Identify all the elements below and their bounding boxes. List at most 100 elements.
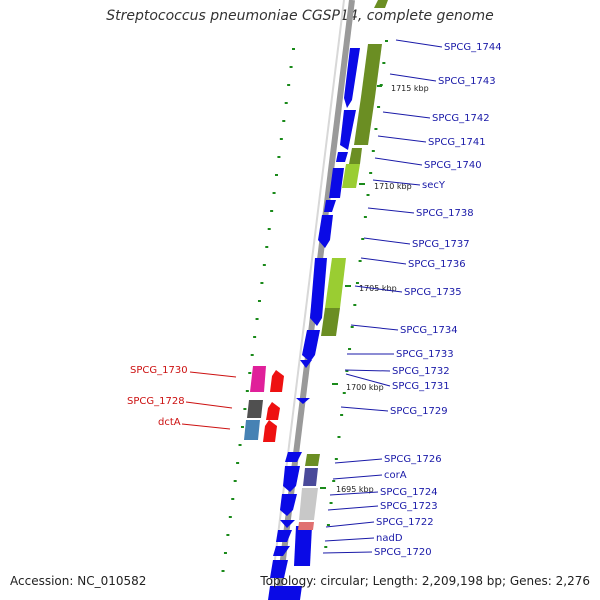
gc-dot	[369, 172, 373, 174]
cds-arrow[interactable]	[283, 466, 300, 492]
gc-dot	[223, 552, 227, 554]
cds-arrow[interactable]	[324, 200, 336, 212]
gene-label[interactable]: nadD	[376, 533, 403, 544]
gene-label[interactable]: SPCG_1722	[376, 517, 434, 528]
gene-label[interactable]: dctA	[158, 417, 181, 428]
cog-block-pink[interactable]	[298, 522, 314, 530]
gc-dot	[267, 228, 271, 230]
cog-block-lime[interactable]	[342, 164, 360, 188]
gene-label[interactable]: SPCG_1733	[396, 349, 454, 360]
cds-arrow[interactable]	[285, 452, 302, 462]
cds-arrow[interactable]	[296, 398, 310, 404]
gc-dot	[243, 408, 247, 410]
scale-label: 1700 kbp	[346, 383, 384, 392]
scale-label: 1710 kbp	[374, 182, 412, 191]
gc-dot	[287, 84, 291, 86]
gene-label[interactable]: SPCG_1740	[424, 160, 482, 171]
gene-label[interactable]: SPCG_1736	[408, 259, 466, 270]
gc-dot	[231, 498, 235, 500]
gc-dot	[366, 194, 370, 196]
gene-label[interactable]: SPCG_1744	[444, 42, 502, 53]
gc-dot	[279, 138, 283, 140]
gc-dot	[262, 264, 266, 266]
gene-label[interactable]: SPCG_1734	[400, 325, 458, 336]
gene-label[interactable]: SPCG_1743	[438, 76, 496, 87]
gene-label[interactable]: SPCG_1720	[374, 547, 432, 558]
rna-arrow[interactable]	[266, 402, 280, 420]
rna-arrow[interactable]	[270, 370, 284, 392]
gene-block-grey[interactable]	[247, 400, 263, 418]
map-title: Streptococcus pneumoniae CGSP14, complet…	[106, 8, 494, 24]
cds-arrow[interactable]	[294, 526, 312, 566]
outer-gene-labels: SPCG_1744 SPCG_1743 SPCG_1742 SPCG_1741 …	[374, 42, 502, 558]
gene-label[interactable]: SPCG_1730	[130, 365, 188, 376]
gc-dot	[250, 354, 254, 356]
cog-track	[298, 0, 388, 530]
cds-arrow[interactable]	[273, 546, 290, 556]
cog-block[interactable]	[349, 148, 362, 164]
accession-text: Accession: NC_010582	[10, 574, 147, 588]
gene-label[interactable]: SPCG_1728	[127, 396, 185, 407]
outer-label-lines	[322, 39, 443, 554]
gene-block-magenta[interactable]	[250, 366, 266, 392]
gene-label[interactable]: SPCG_1732	[392, 366, 450, 377]
cog-block[interactable]	[354, 97, 375, 145]
gc-dot	[355, 282, 359, 284]
cds-forward-track	[268, 48, 360, 600]
cds-arrow[interactable]	[270, 560, 288, 578]
cds-arrow[interactable]	[344, 48, 360, 108]
cds-arrow[interactable]	[340, 110, 356, 150]
gc-dot	[248, 372, 252, 374]
cds-arrow[interactable]	[300, 360, 312, 368]
gene-label[interactable]: SPCG_1724	[380, 487, 438, 498]
gc-dot	[236, 462, 240, 464]
cds-arrow[interactable]	[302, 330, 320, 362]
cds-arrow[interactable]	[280, 494, 297, 516]
cds-arrow[interactable]	[318, 215, 333, 248]
gene-label[interactable]: corA	[384, 470, 407, 481]
cds-arrow[interactable]	[310, 258, 327, 326]
gc-dot	[371, 150, 375, 152]
gc-dot	[377, 106, 381, 108]
cog-block[interactable]	[374, 0, 388, 8]
rna-arrow[interactable]	[263, 420, 277, 442]
gene-label[interactable]: SPCG_1731	[392, 381, 450, 392]
cds-arrow[interactable]	[280, 520, 295, 528]
gene-label[interactable]: SPCG_1726	[384, 454, 442, 465]
cog-block[interactable]	[305, 454, 320, 466]
gc-dot	[253, 336, 257, 338]
gc-dot	[374, 128, 378, 130]
gene-label[interactable]: SPCG_1738	[416, 208, 474, 219]
gene-label[interactable]: secY	[422, 180, 446, 191]
cds-arrow[interactable]	[276, 530, 292, 542]
gc-dot	[342, 392, 346, 394]
gc-dot	[337, 436, 341, 438]
gene-block-steel[interactable]	[244, 420, 260, 440]
gene-label[interactable]: SPCG_1737	[412, 239, 470, 250]
gene-label[interactable]: SPCG_1741	[428, 137, 486, 148]
gc-dot	[284, 102, 288, 104]
gene-label[interactable]: SPCG_1723	[380, 501, 438, 512]
gc-dot	[277, 156, 281, 158]
gc-dot	[361, 238, 365, 240]
cog-block-dark[interactable]	[303, 468, 318, 486]
cog-block[interactable]	[361, 44, 382, 97]
gc-dot	[350, 326, 354, 328]
gc-dot	[274, 174, 278, 176]
gc-dot	[292, 48, 295, 50]
gene-label[interactable]: SPCG_1735	[404, 287, 462, 298]
cds-arrow[interactable]	[329, 168, 344, 198]
gene-label[interactable]: SPCG_1742	[432, 113, 490, 124]
cog-block[interactable]	[321, 308, 340, 336]
gc-dot	[245, 390, 249, 392]
gc-dot	[358, 260, 362, 262]
cog-block-grey[interactable]	[299, 488, 318, 520]
gc-content-track	[221, 40, 388, 572]
cog-block-lime[interactable]	[325, 258, 346, 308]
cds-arrow[interactable]	[336, 152, 348, 162]
gc-dot	[329, 502, 333, 504]
gc-dot	[255, 318, 259, 320]
gene-label[interactable]: SPCG_1729	[390, 406, 448, 417]
cds-arrow[interactable]	[268, 586, 302, 600]
